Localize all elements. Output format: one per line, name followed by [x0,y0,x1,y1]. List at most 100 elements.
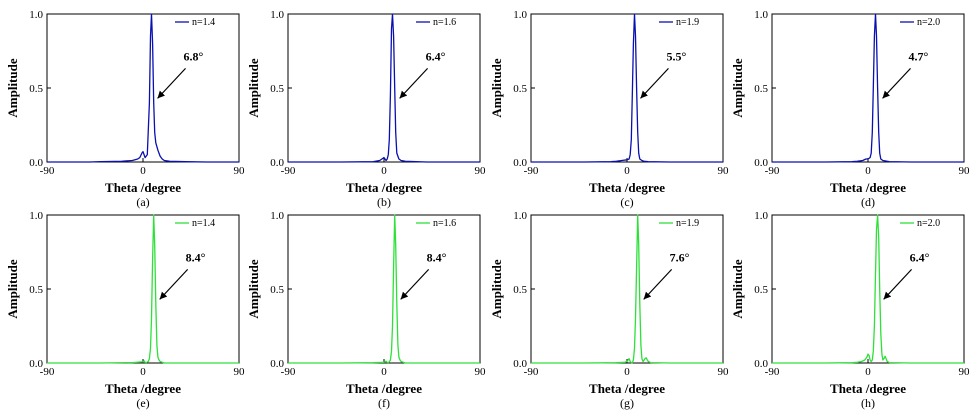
y-tick-label: 0.5 [754,284,768,296]
annotation-arrow [883,268,913,300]
annotation-label: 5.5° [666,49,686,63]
legend-label: n=2.0 [917,218,940,229]
y-tick-label: 0.0 [513,358,527,370]
panel-caption: (g) [620,396,634,410]
chart-panel-7: 0.0 0.5 1.0 -90 0 90 Theta /degree Amplitude (h)… [730,210,970,410]
x-tick-label: -90 [40,165,55,177]
x-tick-label: 0 [381,366,387,378]
y-tick-label: 1.0 [513,9,527,21]
y-tick-label: 1.0 [29,210,43,222]
panel-caption: (f) [378,396,390,410]
y-tick-label: 0.0 [513,157,527,169]
annotation-label: 4.7° [909,49,929,63]
y-axis-label: Amplitude [5,259,20,318]
y-axis-label: Amplitude [489,58,504,117]
x-tick-label: 90 [475,165,487,177]
annotation-arrow [157,67,186,99]
chart-panel-2: 0.0 0.5 1.0 -90 0 90 Theta /degree Amplitude (c)… [489,9,729,209]
x-axis-label: Theta /degree [589,180,665,195]
y-tick-label: 0.5 [270,284,284,296]
x-tick-label: 0 [140,165,146,177]
y-tick-label: 0.5 [29,284,43,296]
x-tick-label: 90 [959,366,971,378]
x-tick-label: -90 [765,366,780,378]
x-tick-label: 90 [718,366,730,378]
y-tick-label: 1.0 [754,210,768,222]
series-line [531,13,723,163]
annotation-arrow [399,67,429,99]
legend-label: n=1.4 [192,218,215,229]
y-tick-label: 0.0 [754,358,768,370]
chart-panel-4: 0.0 0.5 1.0 -90 0 90 Theta /degree Amplitude (e)… [5,210,245,410]
y-tick-label: 0.0 [29,358,43,370]
y-tick-label: 0.5 [513,284,527,296]
legend-label: n=2.0 [917,17,940,28]
y-tick-label: 0.0 [754,157,768,169]
x-axis-label: Theta /degree [589,381,665,396]
x-tick-label: 90 [234,366,246,378]
legend-label: n=1.6 [433,17,456,28]
x-tick-label: -90 [281,165,296,177]
x-tick-label: -90 [765,165,780,177]
y-axis-label: Amplitude [5,58,20,117]
plot-frame [771,214,965,364]
panel-caption: (e) [136,396,149,410]
plot-frame [287,214,481,364]
annotation-arrow [400,268,430,300]
y-tick-label: 1.0 [29,9,43,21]
y-axis-label: Amplitude [730,58,745,117]
y-tick-label: 0.5 [754,83,768,95]
legend-label: n=1.9 [676,17,699,28]
legend-label: n=1.9 [676,218,699,229]
x-axis-label: Theta /degree [105,381,181,396]
x-tick-label: 0 [865,366,871,378]
panel-caption: (a) [136,195,149,209]
y-axis-label: Amplitude [489,259,504,318]
chart-panel-5: 0.0 0.5 1.0 -90 0 90 Theta /degree Amplitude (f)… [246,210,486,410]
x-tick-label: 90 [718,165,730,177]
x-tick-label: 90 [475,366,487,378]
annotation-label: 6.8° [184,49,204,63]
annotation-label: 6.4° [910,250,930,264]
panel-caption: (b) [377,195,391,209]
plot-frame [46,13,240,163]
y-axis-label: Amplitude [730,259,745,318]
annotation-arrow [882,67,911,99]
y-tick-label: 0.5 [270,83,284,95]
x-tick-label: 0 [624,165,630,177]
plot-frame [287,13,481,163]
annotation-label: 8.4° [186,250,206,264]
series-line [288,214,480,364]
x-axis-label: Theta /degree [105,180,181,195]
x-tick-label: 0 [865,165,871,177]
series-line [288,13,480,163]
series-line [772,13,964,163]
chart-panel-3: 0.0 0.5 1.0 -90 0 90 Theta /degree Amplitude (d)… [730,9,970,209]
series-line [531,214,723,364]
y-tick-label: 0.5 [29,83,43,95]
chart-panel-1: 0.0 0.5 1.0 -90 0 90 Theta /degree Amplitude (b)… [246,9,486,209]
x-axis-label: Theta /degree [346,180,422,195]
x-tick-label: 90 [234,165,246,177]
x-tick-label: 0 [624,366,630,378]
annotation-label: 7.6° [670,250,690,264]
y-tick-label: 0.0 [270,157,284,169]
x-axis-label: Theta /degree [346,381,422,396]
panel-caption: (h) [861,396,875,410]
y-tick-label: 1.0 [754,9,768,21]
x-tick-label: 0 [381,165,387,177]
annotation-arrow [640,67,669,99]
legend-label: n=1.4 [192,17,215,28]
legend-label: n=1.6 [433,218,456,229]
plot-frame [46,214,240,364]
x-axis-label: Theta /degree [830,381,906,396]
series-line [772,214,964,364]
x-tick-label: -90 [281,366,296,378]
plot-frame [530,214,724,364]
annotation-label: 8.4° [427,250,447,264]
y-tick-label: 0.5 [513,83,527,95]
y-axis-label: Amplitude [246,58,261,117]
x-axis-label: Theta /degree [830,180,906,195]
panel-caption: (d) [861,195,875,209]
